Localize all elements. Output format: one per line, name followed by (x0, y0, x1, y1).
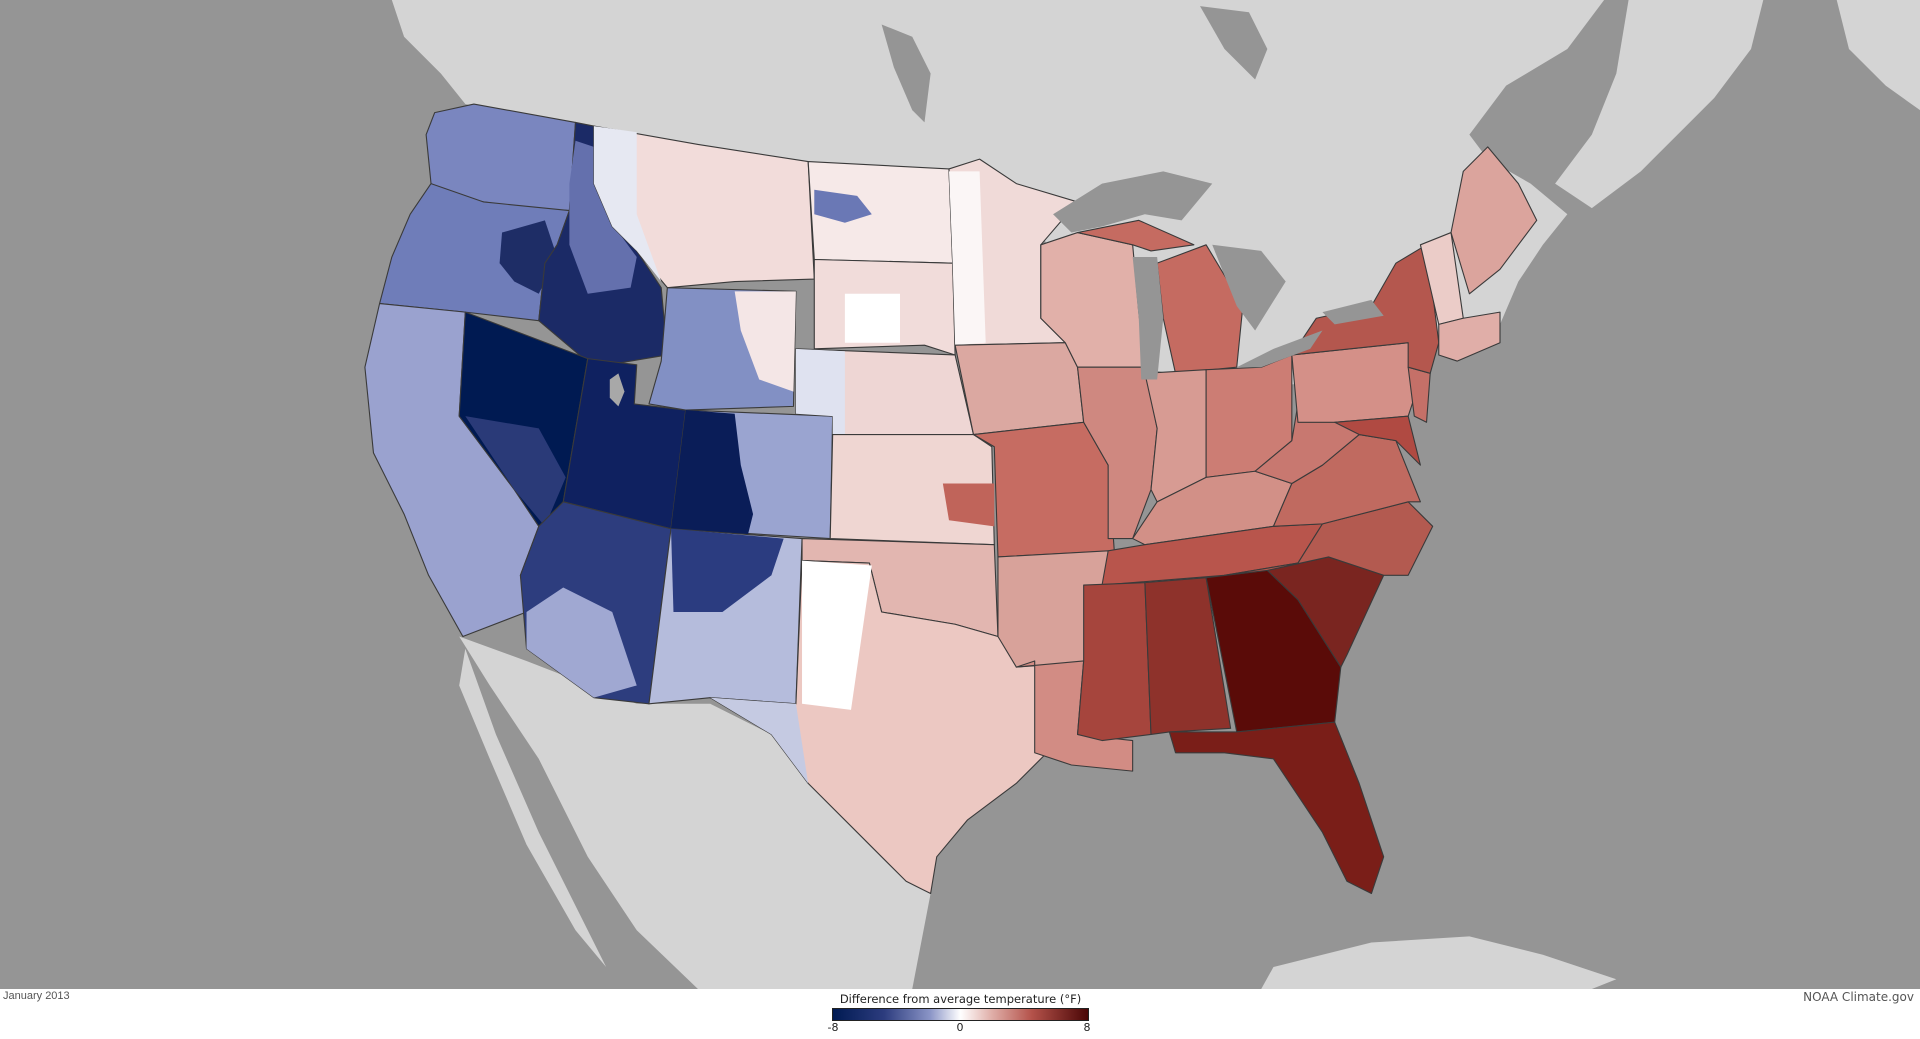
texas-west-zone (710, 697, 809, 784)
legend-mid-label: 0 (956, 1021, 964, 1034)
lake-superior (1053, 171, 1213, 233)
great-salt-lake (609, 373, 625, 407)
state-iowa (954, 342, 1085, 436)
minnesota-west-zone (948, 171, 986, 346)
state-north-carolina (1223, 501, 1434, 576)
montana-west-zone (593, 126, 662, 282)
texas-panhandle-zone (802, 560, 872, 710)
atlantic-canada-land (1555, 0, 1764, 209)
new-mexico-north-zone (671, 528, 784, 613)
south-dakota-white-zone (844, 293, 900, 343)
lake-huron (1212, 244, 1286, 331)
oregon-cold-zone (499, 220, 558, 294)
north-dakota-cold-spot (814, 189, 872, 223)
legend-color-bar (832, 1008, 1089, 1021)
state-alabama (1144, 577, 1232, 735)
lake-nipigon (1200, 6, 1268, 80)
temperature-anomaly-map (0, 0, 1920, 989)
state-maine (1450, 146, 1538, 295)
date-label: January 2013 (3, 990, 70, 1002)
legend-max-label: 8 (1083, 1021, 1091, 1034)
nevada-south-zone (465, 416, 566, 527)
colorado-west-zone (671, 410, 754, 539)
legend-min-label: -8 (827, 1021, 839, 1034)
state-mass-ct-ri (1438, 311, 1501, 362)
baja-land (459, 648, 607, 967)
lake-erie (1236, 330, 1323, 368)
newfoundland-land (1836, 0, 1920, 111)
wyoming-east-zone (734, 291, 796, 392)
state-pennsylvania (1291, 342, 1421, 423)
state-mississippi (1077, 582, 1152, 742)
legend-title: Difference from average temperature (°F) (839, 992, 1082, 1006)
michigan-upper-peninsula (1077, 219, 1195, 252)
state-florida (1168, 721, 1385, 895)
arizona-southwest-zone (526, 587, 637, 698)
state-maryland-delaware (1334, 415, 1421, 466)
lake-michigan (1132, 257, 1164, 380)
cuba-land (1261, 936, 1617, 989)
lake-ontario (1322, 299, 1384, 325)
nebraska-west-zone (795, 348, 845, 435)
lake-winnipeg (881, 24, 931, 123)
idaho-north-zone (569, 140, 637, 294)
color-legend: Difference from average temperature (°F)… (828, 992, 1091, 1038)
kansas-east-zone (942, 483, 995, 527)
mexico-land (459, 636, 931, 989)
credit-label: NOAA Climate.gov (1803, 990, 1914, 1004)
